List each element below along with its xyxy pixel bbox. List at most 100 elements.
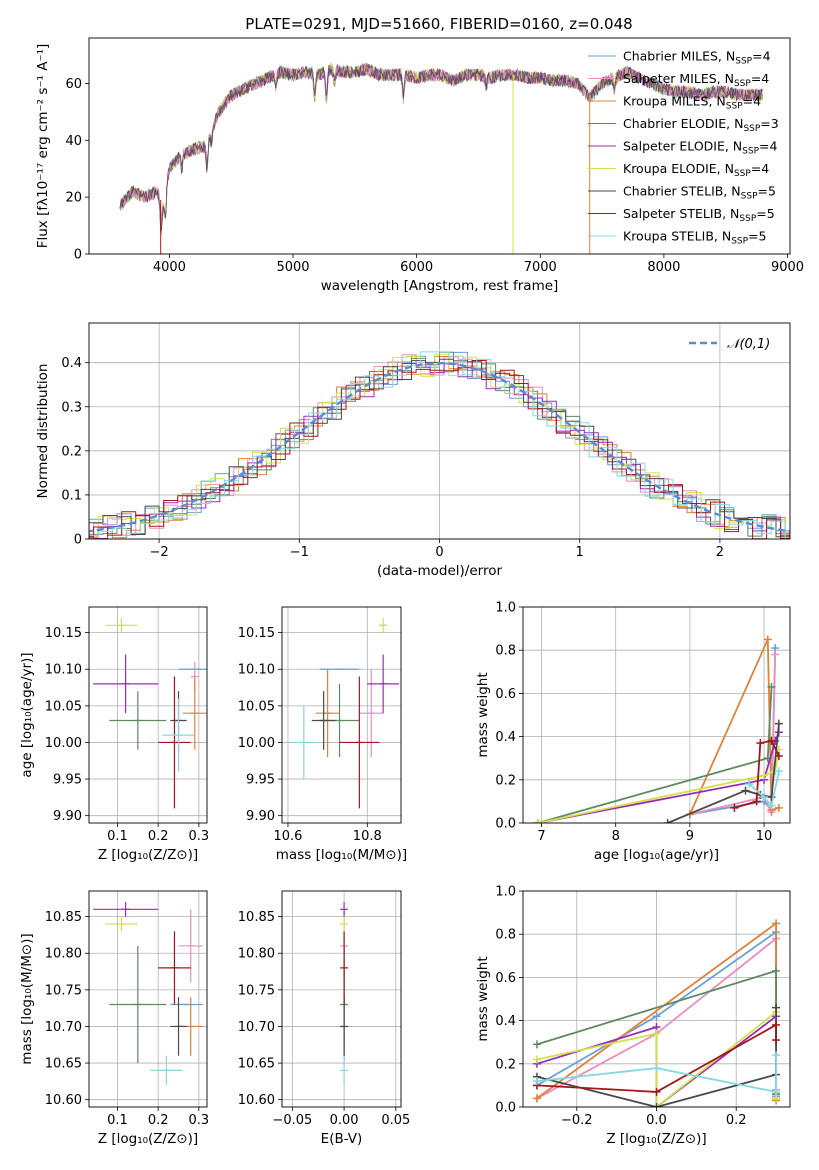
y-tick-label: 10.75 (238, 983, 275, 998)
x-tick-label: 10.6 (273, 829, 302, 844)
x-tick-label: 10.8 (353, 829, 382, 844)
y-tick-label: 0.8 (495, 644, 516, 659)
x-tick-label: 8000 (647, 260, 680, 275)
weight-marker (532, 1055, 541, 1064)
y-tick-label: 0.6 (495, 687, 516, 702)
x-tick-label: 7000 (524, 260, 557, 275)
errorbar-point (170, 997, 187, 1056)
weight-marker (767, 682, 776, 691)
histogram-kroupa-elodie (89, 353, 790, 538)
y-tick-label: 10.75 (45, 983, 82, 998)
legend-label: 𝒩(0,1) (727, 337, 770, 352)
legend-label: Kroupa MILES, NSSP=4 (623, 94, 761, 112)
y-tick-label: 9.90 (246, 809, 275, 824)
plot-area (340, 901, 349, 1086)
axes-frame (281, 606, 402, 824)
errorbar-point (367, 654, 400, 714)
y-tick-label: 10.80 (45, 947, 82, 962)
x-axis-label: age [log₁₀(age/yr)] (594, 847, 719, 863)
y-tick-label: 0.2 (495, 773, 516, 788)
y-tick-label: 9.95 (246, 773, 275, 788)
legend-label: Salpeter ELODIE, NSSP=4 (623, 139, 778, 157)
x-tick-label: 0.2 (148, 1113, 169, 1128)
axes-frame (522, 606, 791, 824)
errorbar-point (105, 916, 138, 932)
x-tick-label: 0.05 (381, 1113, 410, 1128)
weight-marker (730, 803, 739, 812)
x-tick-label: 0.1 (107, 1113, 128, 1128)
x-tick-label: 7 (537, 829, 545, 844)
y-tick-label: 0.2 (495, 1057, 516, 1072)
weight-marker (745, 780, 754, 789)
x-axis-label: Z [log₁₀(Z/Z⊙)] (98, 847, 198, 863)
spectrum-line-chabrier-stelib (119, 62, 763, 232)
errorbar-point (105, 617, 138, 633)
figure-title: PLATE=0291, MJD=51660, FIBERID=0160, z=0… (245, 15, 632, 33)
y-tick-label: 10.00 (45, 736, 82, 751)
weight-marker (533, 819, 542, 823)
weight-marker (760, 793, 769, 802)
y-axis-label: mass [log₁₀(M/M⊙)] (19, 933, 35, 1064)
x-tick-label: 9 (686, 829, 694, 844)
y-axis-label: Normed distribution (35, 364, 51, 499)
x-tick-label: 0.3 (189, 1113, 210, 1128)
x-tick-label: 8 (612, 829, 620, 844)
panel-age-vs-Z: 0.1 0.2 0.3 9.90 9.95 10.00 10.05 10.10 10.15 Z [… (19, 606, 209, 863)
panel-residuals: −2 −1 0 1 2 0 0.1 0.2 0.3 0.4 (data-model)/error No… (35, 322, 791, 579)
plot-area (93, 617, 207, 809)
weight-line-chabrier-miles (689, 647, 777, 816)
weight-marker (772, 919, 781, 928)
weight-marker (663, 819, 672, 823)
errorbar-point (359, 669, 384, 758)
axes-frame (522, 890, 791, 1108)
plot-area (532, 919, 781, 1107)
y-tick-label: 1.0 (495, 601, 516, 616)
weight-marker (772, 966, 781, 975)
panel-mass-vs-Z: 0.1 0.2 0.3 10.60 10.65 10.70 10.75 10.80 10.85 Z… (19, 890, 210, 1147)
weight-marker (741, 786, 750, 795)
weight-line-salpeter-miles (689, 654, 777, 816)
legend-label: Kroupa STELIB, NSSP=5 (623, 229, 767, 247)
weight-marker (774, 719, 783, 728)
panel-mass-vs-ebv: −0.05 0.00 0.05 10.60 10.65 10.70 10.75 10.80 10… (238, 890, 410, 1147)
axes-frame (88, 37, 791, 255)
weight-marker (767, 801, 776, 810)
y-axis-label: age [log₁₀(age/yr)] (19, 652, 35, 777)
y-tick-label: 10.65 (45, 1057, 82, 1072)
legend-label: Chabrier STELIB, NSSP=5 (623, 184, 776, 202)
errorbar-point (158, 931, 191, 1005)
y-tick-label: 10.10 (238, 663, 275, 678)
errorbar-point (109, 691, 167, 750)
errorbar-point (93, 901, 159, 917)
y-axis-label: mass weight (475, 672, 491, 757)
errorbar-point (379, 617, 388, 633)
x-axis-label: Z [log₁₀(Z/Z⊙)] (98, 1131, 198, 1147)
panel-spectrum: 4000 5000 6000 7000 8000 9000 0 20 40 60 wavelengt… (35, 37, 804, 294)
axes-frame (88, 890, 208, 1108)
y-tick-label: 10.70 (238, 1020, 275, 1035)
legend-label: Chabrier MILES, NSSP=4 (623, 49, 771, 67)
x-tick-label: 6000 (400, 260, 433, 275)
plot-area (93, 901, 203, 1086)
errorbar-point (93, 654, 159, 714)
y-axis-label: Flux [fλ10⁻¹⁷ erg cm⁻² s⁻¹ A⁻¹] (35, 44, 51, 249)
y-tick-label: 0.3 (61, 400, 82, 415)
weight-line-kroupa-stelib (748, 771, 780, 808)
weight-marker (771, 650, 780, 659)
y-tick-label: 10.60 (238, 1093, 275, 1108)
errorbar-point (150, 1055, 183, 1086)
y-tick-label: 0 (74, 248, 82, 263)
x-tick-label: −0.2 (561, 1113, 593, 1128)
weight-marker (772, 1020, 781, 1029)
x-tick-label: 0.0 (646, 1113, 667, 1128)
panel-weight-vs-age: 7 8 9 10 0.0 0.2 0.4 0.6 0.8 1.0 age [log₁₀(age/yr… (475, 601, 791, 863)
errorbar-point (340, 1055, 349, 1086)
legend-label: Salpeter MILES, NSSP=4 (623, 71, 769, 89)
weight-marker (767, 736, 776, 745)
errorbar-point (340, 997, 349, 1056)
histogram-kroupa-stelib (89, 351, 790, 539)
normal-curve (89, 361, 790, 533)
weight-marker (772, 1087, 781, 1096)
x-tick-label: 0.00 (330, 1113, 359, 1128)
